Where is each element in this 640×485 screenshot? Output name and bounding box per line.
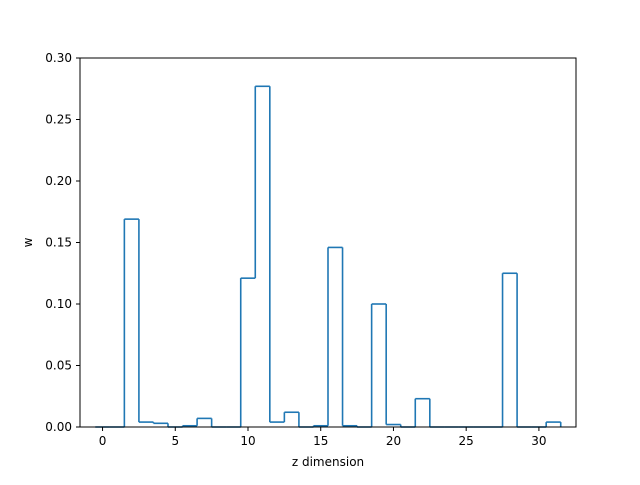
x-axis-label: z dimension — [292, 455, 364, 469]
x-tick-label: 25 — [459, 434, 474, 448]
x-tick-label: 5 — [171, 434, 179, 448]
y-tick-label: 0.25 — [45, 113, 72, 127]
y-tick-label: 0.20 — [45, 174, 72, 188]
y-tick-label: 0.00 — [45, 420, 72, 434]
plot-area — [95, 85, 562, 428]
x-tick-label: 20 — [386, 434, 401, 448]
y-tick-label: 0.05 — [45, 359, 72, 373]
y-axis-label: w — [21, 237, 35, 247]
x-tick-label: 15 — [313, 434, 328, 448]
axes: 0 5 10 15 20 25 30 0.00 0.05 0.10 0.15 0.20 0.25 0.30 — [45, 51, 577, 448]
y-tick-label: 0.10 — [45, 297, 72, 311]
x-tick-label: 0 — [99, 434, 107, 448]
y-tick-label: 0.15 — [45, 236, 72, 250]
x-tick-label: 10 — [240, 434, 255, 448]
y-tick-label: 0.30 — [45, 51, 72, 65]
x-tick-label: 30 — [531, 434, 546, 448]
